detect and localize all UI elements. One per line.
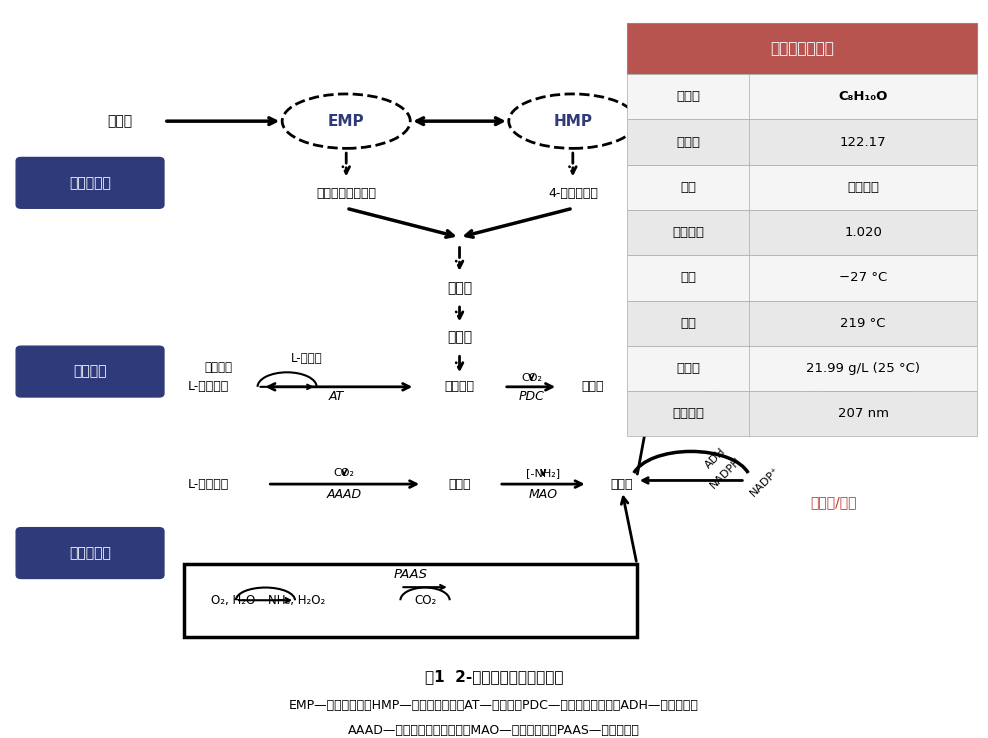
Text: C₈H₁₀O: C₈H₁₀O <box>839 90 888 103</box>
Text: 1.020: 1.020 <box>844 226 882 239</box>
Ellipse shape <box>839 393 864 407</box>
Text: L-苯丙氨酸: L-苯丙氨酸 <box>188 380 229 393</box>
Text: 莽草酸途径: 莽草酸途径 <box>69 176 111 190</box>
Text: EMP—糖酵解途径；HMP—磷酸戊糖途径；AT—转氨酶；PDC—苯丙酮酸脱羧酶；ADH—醇脱氢酶；: EMP—糖酵解途径；HMP—磷酸戊糖途径；AT—转氨酶；PDC—苯丙酮酸脱羧酶；… <box>289 699 699 712</box>
Text: 玫瑰香气: 玫瑰香气 <box>847 181 879 194</box>
Text: 207 nm: 207 nm <box>838 407 888 421</box>
Text: NH₃, H₂O₂: NH₃, H₂O₂ <box>269 594 326 607</box>
Text: 219 °C: 219 °C <box>841 317 886 330</box>
Text: NAD⁺: NAD⁺ <box>751 357 780 386</box>
Text: 熔点: 熔点 <box>680 272 697 284</box>
Bar <box>627 165 977 210</box>
Text: L-谷氨酸: L-谷氨酸 <box>291 352 323 365</box>
Text: L-苯丙氨酸: L-苯丙氨酸 <box>188 477 229 491</box>
Text: 21.99 g/L (25 °C): 21.99 g/L (25 °C) <box>806 362 920 375</box>
Text: 苯乙醛: 苯乙醛 <box>611 477 633 491</box>
Bar <box>627 23 977 74</box>
Text: 分枝酸: 分枝酸 <box>447 330 472 344</box>
Bar <box>627 74 977 120</box>
Bar <box>627 210 977 255</box>
Text: 莽草酸: 莽草酸 <box>447 281 472 295</box>
Bar <box>627 391 977 436</box>
Ellipse shape <box>873 393 898 407</box>
Text: CO₂: CO₂ <box>521 373 542 383</box>
Text: 艾氏途径: 艾氏途径 <box>73 365 107 379</box>
Text: −27 °C: −27 °C <box>839 272 887 284</box>
Bar <box>627 346 977 391</box>
Text: 溶解度: 溶解度 <box>676 362 700 375</box>
Text: EMP: EMP <box>328 114 365 128</box>
Text: 气味: 气味 <box>680 181 697 194</box>
Text: NADP⁺: NADP⁺ <box>748 465 782 499</box>
Text: NADH: NADH <box>710 348 741 378</box>
Text: 相对密度: 相对密度 <box>672 226 704 239</box>
Text: HMP: HMP <box>553 114 593 128</box>
Text: 苯乙胺: 苯乙胺 <box>449 477 470 491</box>
FancyBboxPatch shape <box>16 528 164 579</box>
Text: 122.17: 122.17 <box>840 136 886 148</box>
Text: 酮戊二酸: 酮戊二酸 <box>205 362 232 374</box>
Text: PAAS: PAAS <box>393 568 427 582</box>
FancyBboxPatch shape <box>16 157 164 208</box>
Text: 微生物/植物: 微生物/植物 <box>810 495 858 509</box>
Bar <box>627 120 977 165</box>
Ellipse shape <box>890 376 915 389</box>
Text: ADH: ADH <box>703 374 728 399</box>
Text: [-NH₂]: [-NH₂] <box>527 468 560 478</box>
Ellipse shape <box>822 376 846 389</box>
Text: NADPH: NADPH <box>708 455 743 491</box>
Text: 分子式: 分子式 <box>676 90 700 103</box>
Text: 分子量: 分子量 <box>676 136 700 148</box>
Text: AAAD: AAAD <box>327 489 362 502</box>
Text: 2-苯乙醇: 2-苯乙醇 <box>803 383 845 397</box>
Ellipse shape <box>873 359 898 371</box>
Text: MAO: MAO <box>529 489 558 502</box>
Text: CO₂: CO₂ <box>414 594 436 607</box>
Text: 苯乙胺途径: 苯乙胺途径 <box>69 546 111 560</box>
Bar <box>627 255 977 300</box>
Ellipse shape <box>824 355 913 410</box>
Text: 磷酸烯醇式丙酮酸: 磷酸烯醇式丙酮酸 <box>316 187 376 200</box>
Text: 图1  2-苯乙醇的生物合成途径: 图1 2-苯乙醇的生物合成途径 <box>425 669 563 684</box>
Text: 葡萄糖: 葡萄糖 <box>107 114 132 128</box>
Text: 苯乙醇理化性质: 苯乙醇理化性质 <box>770 41 834 56</box>
Text: 紫外吸收: 紫外吸收 <box>672 407 704 421</box>
Text: O₂, H₂O: O₂, H₂O <box>210 594 255 607</box>
Text: AT: AT <box>329 390 344 404</box>
Text: CO₂: CO₂ <box>334 468 355 478</box>
FancyBboxPatch shape <box>16 346 164 397</box>
Text: AAAD—芳香族氨基酸脱羧酶；MAO—单胺氧化酶；PAAS—苯乙醛合酶: AAAD—芳香族氨基酸脱羧酶；MAO—单胺氧化酶；PAAS—苯乙醛合酶 <box>348 725 640 737</box>
Text: 4-磷酸赤藓糖: 4-磷酸赤藓糖 <box>548 187 598 200</box>
Text: 沸点: 沸点 <box>680 317 697 330</box>
Text: 苯丙酮酸: 苯丙酮酸 <box>445 380 474 393</box>
Text: ADH: ADH <box>703 446 728 471</box>
Ellipse shape <box>839 359 864 371</box>
Bar <box>627 300 977 346</box>
Text: 苯乙醛: 苯乙醛 <box>581 380 604 393</box>
Text: PDC: PDC <box>519 390 544 403</box>
Bar <box>184 564 637 637</box>
